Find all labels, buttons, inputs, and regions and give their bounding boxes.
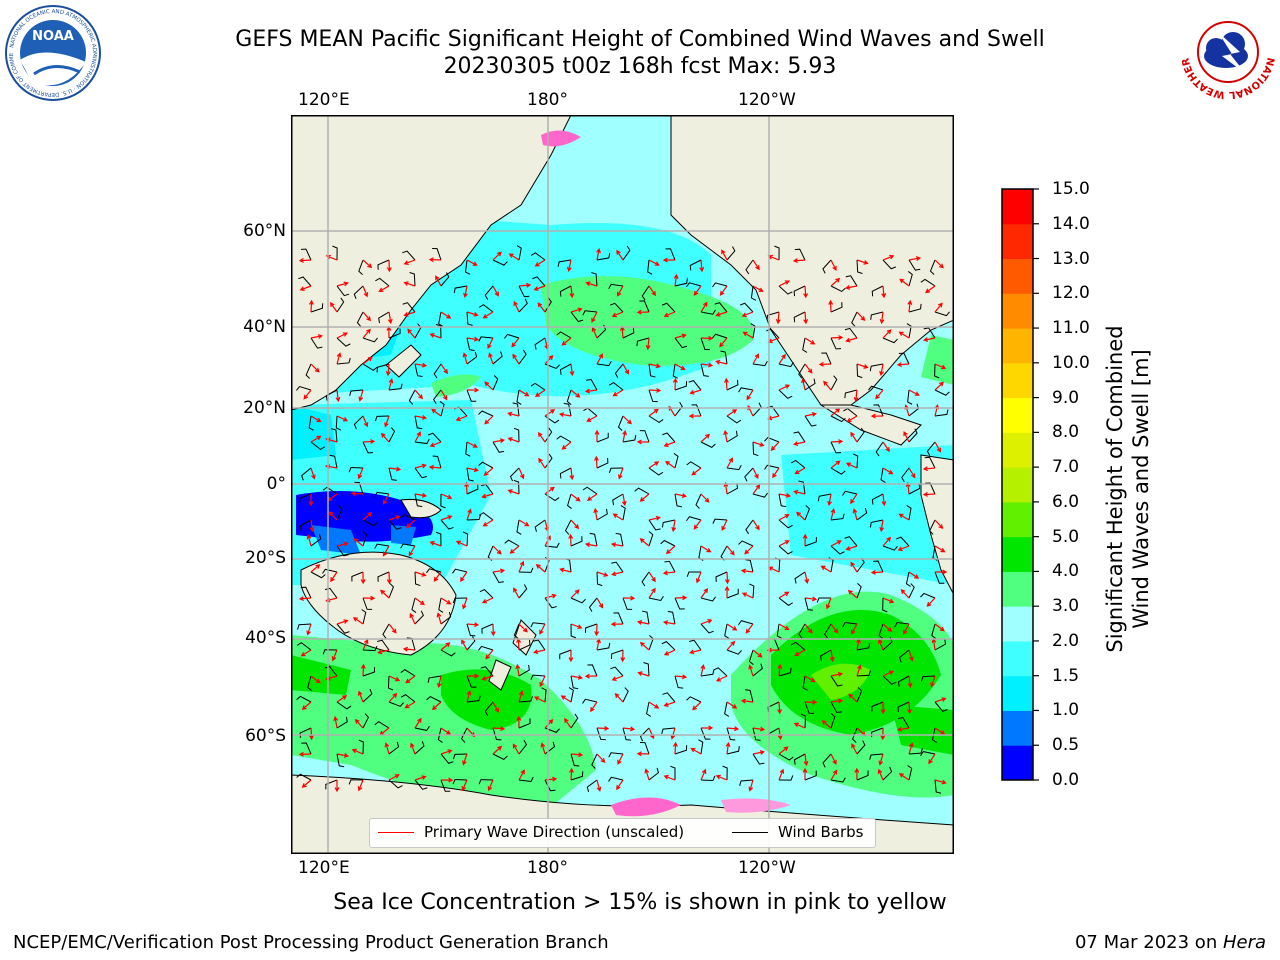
colorbar-segment (1002, 328, 1033, 364)
legend-wind-barbs: Wind Barbs (732, 823, 863, 841)
colorbar-tick-label: 7.0 (1052, 457, 1080, 478)
lon-tick-top-180: 180° (527, 90, 568, 110)
colorbar-segment (1002, 606, 1033, 642)
colorbar-tick-label: 12.0 (1052, 283, 1090, 304)
lat-tick-60s: 60°S (245, 726, 286, 746)
colorbar-segment (1002, 501, 1033, 538)
colorbar-tick-label: 5.0 (1052, 526, 1080, 547)
colorbar (1001, 188, 1039, 781)
legend-wind-barbs-label: Wind Barbs (778, 823, 864, 841)
footer-date-text: 07 Mar 2023 on (1074, 932, 1223, 953)
lat-tick-20n: 20°N (243, 398, 286, 418)
sea-ice-note: Sea Ice Concentration > 15% is shown in … (333, 890, 947, 915)
lon-tick-top-120e: 120°E (298, 90, 350, 110)
graticule (291, 115, 954, 854)
colorbar-segment (1002, 710, 1033, 746)
colorbar-tick-label: 11.0 (1052, 318, 1090, 339)
nws-logo-icon: NATIONAL WEATHER SERVICE (1178, 2, 1276, 100)
colorbar-tick-label: 6.0 (1052, 491, 1080, 512)
lon-tick-top-120w: 120°W (738, 90, 796, 110)
colorbar-tick-label: 1.0 (1052, 700, 1080, 721)
lat-tick-40s: 40°S (245, 628, 286, 648)
footer-branch: NCEP/EMC/Verification Post Processing Pr… (13, 932, 609, 953)
colorbar-tick-label: 10.0 (1052, 352, 1090, 373)
colorbar-segment (1002, 536, 1033, 572)
colorbar-segment (1002, 258, 1033, 294)
colorbar-tick-label: 9.0 (1052, 387, 1080, 408)
colorbar-segment (1002, 675, 1033, 711)
colorbar-segment (1002, 362, 1033, 399)
colorbar-segment (1002, 571, 1033, 607)
colorbar-label: Significant Height of Combined Wind Wave… (1102, 239, 1154, 739)
legend-red-line-icon (378, 831, 414, 833)
colorbar-segment (1002, 745, 1033, 781)
footer-machine: Hera (1222, 932, 1266, 953)
colorbar-label-line1: Significant Height of Combined (1103, 325, 1127, 653)
lon-tick-bottom-120w: 120°W (738, 858, 796, 878)
lon-tick-bottom-120e: 120°E (298, 858, 350, 878)
legend-primary-wave: Primary Wave Direction (unscaled) (378, 823, 684, 841)
colorbar-tick-label: 4.0 (1052, 561, 1080, 582)
lat-tick-60n: 60°N (243, 221, 286, 241)
footer-date: 07 Mar 2023 on Hera (1075, 932, 1266, 953)
colorbar-tick-label: 8.0 (1052, 422, 1080, 443)
colorbar-segment (1002, 189, 1033, 225)
colorbar-tick-label: 13.0 (1052, 248, 1090, 269)
colorbar-tick-label: 3.0 (1052, 596, 1080, 617)
colorbar-tick-label: 14.0 (1052, 213, 1090, 234)
lat-tick-40n: 40°N (243, 317, 286, 337)
colorbar-segment (1002, 223, 1033, 260)
colorbar-segment (1002, 640, 1033, 677)
lon-tick-bottom-180: 180° (527, 858, 568, 878)
sea-ice-fields (541, 130, 791, 817)
chart-subtitle: 20230305 t00z 168h fcst Max: 5.93 (443, 54, 837, 79)
legend-primary-wave-label: Primary Wave Direction (unscaled) (424, 823, 685, 841)
colorbar-label-line2: Wind Waves and Swell [m] (1129, 349, 1153, 629)
noaa-logo-icon: NOAA NATIONAL OCEANIC AND ATMOSPHERIC AD… (4, 4, 101, 101)
colorbar-segment (1002, 397, 1033, 433)
colorbar-tick-label: 2.0 (1052, 630, 1080, 651)
colorbar-tick-label: 0.0 (1052, 770, 1080, 790)
colorbar-tick-label: 15.0 (1052, 179, 1090, 199)
colorbar-tick-label: 1.5 (1052, 665, 1080, 686)
colorbar-segment (1002, 293, 1033, 329)
colorbar-segment (1002, 467, 1033, 503)
lat-tick-20s: 20°S (245, 548, 286, 568)
vector-field (296, 245, 950, 794)
colorbar-segment (1002, 432, 1033, 468)
wave-height-map (291, 115, 954, 854)
noaa-logo-text: NOAA (32, 29, 74, 44)
map-legend: Primary Wave Direction (unscaled) Wind B… (369, 818, 876, 848)
lat-tick-0: 0° (266, 474, 286, 494)
colorbar-tick-label: 0.5 (1052, 735, 1080, 756)
chart-title: GEFS MEAN Pacific Significant Height of … (235, 27, 1045, 52)
legend-black-line-icon (732, 831, 768, 833)
